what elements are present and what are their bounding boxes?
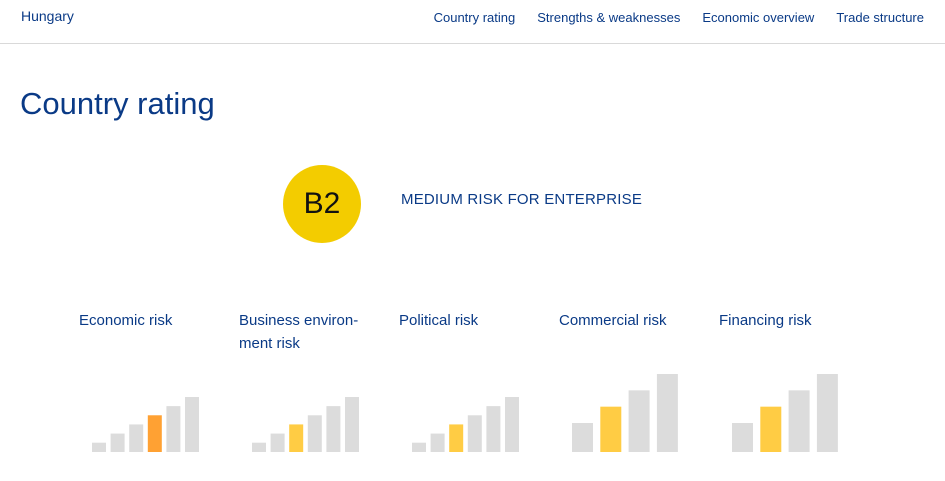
risk-bar — [486, 406, 501, 452]
risk-political: Political risk — [399, 309, 549, 332]
risk-bar — [467, 415, 482, 452]
nav-strengths-weaknesses[interactable]: Strengths & weaknesses — [537, 10, 681, 25]
risk-bar-active — [760, 406, 782, 452]
section-nav: Country rating Strengths & weaknesses Ec… — [434, 10, 924, 25]
risk-bar-active — [147, 415, 162, 452]
risk-label: Financing risk — [719, 312, 812, 329]
risk-bar — [166, 406, 181, 452]
risk-bar — [252, 442, 266, 452]
page-title: Country rating — [20, 86, 215, 121]
risk-bar — [732, 423, 753, 452]
risk-bar-active — [289, 424, 304, 452]
rating-badge: B2 — [283, 165, 361, 243]
nav-economic-overview[interactable]: Economic overview — [702, 10, 815, 25]
risk-label: Political risk — [399, 312, 479, 329]
risk-bar — [788, 390, 810, 452]
country-name[interactable]: Hungary — [21, 8, 74, 24]
risk-bar — [505, 397, 519, 452]
risk-bar — [816, 374, 838, 452]
risk-bar — [345, 397, 359, 452]
risk-label: Commercial risk — [559, 312, 667, 329]
risk-bar-active — [449, 424, 464, 452]
risk-economic: Economic risk — [79, 309, 229, 332]
risk-label: Business environ-ment risk — [239, 312, 359, 352]
risk-bar — [185, 397, 199, 452]
top-navigation: Hungary Country rating Strengths & weakn… — [0, 0, 945, 44]
risk-bar — [307, 415, 322, 452]
risk-bar — [656, 374, 678, 452]
rating-description: MEDIUM RISK FOR ENTERPRISE — [401, 191, 643, 208]
risk-financing: Financing risk — [719, 309, 869, 332]
risk-bar — [92, 442, 106, 452]
risk-commercial: Commercial risk — [559, 309, 709, 332]
risk-label: Economic risk — [79, 312, 173, 329]
risk-bar — [270, 433, 285, 452]
nav-country-rating[interactable]: Country rating — [433, 10, 516, 25]
risk-business-environment: Business environ-ment risk — [239, 309, 374, 355]
risk-bar — [430, 433, 445, 452]
risk-bar-active — [600, 406, 622, 452]
risk-bar — [326, 406, 341, 452]
risk-bar — [412, 442, 426, 452]
risk-bar — [110, 433, 125, 452]
nav-trade-structure[interactable]: Trade structure — [836, 10, 924, 25]
risk-bar — [628, 390, 650, 452]
risk-bar — [129, 424, 144, 452]
risk-bar — [572, 423, 593, 452]
